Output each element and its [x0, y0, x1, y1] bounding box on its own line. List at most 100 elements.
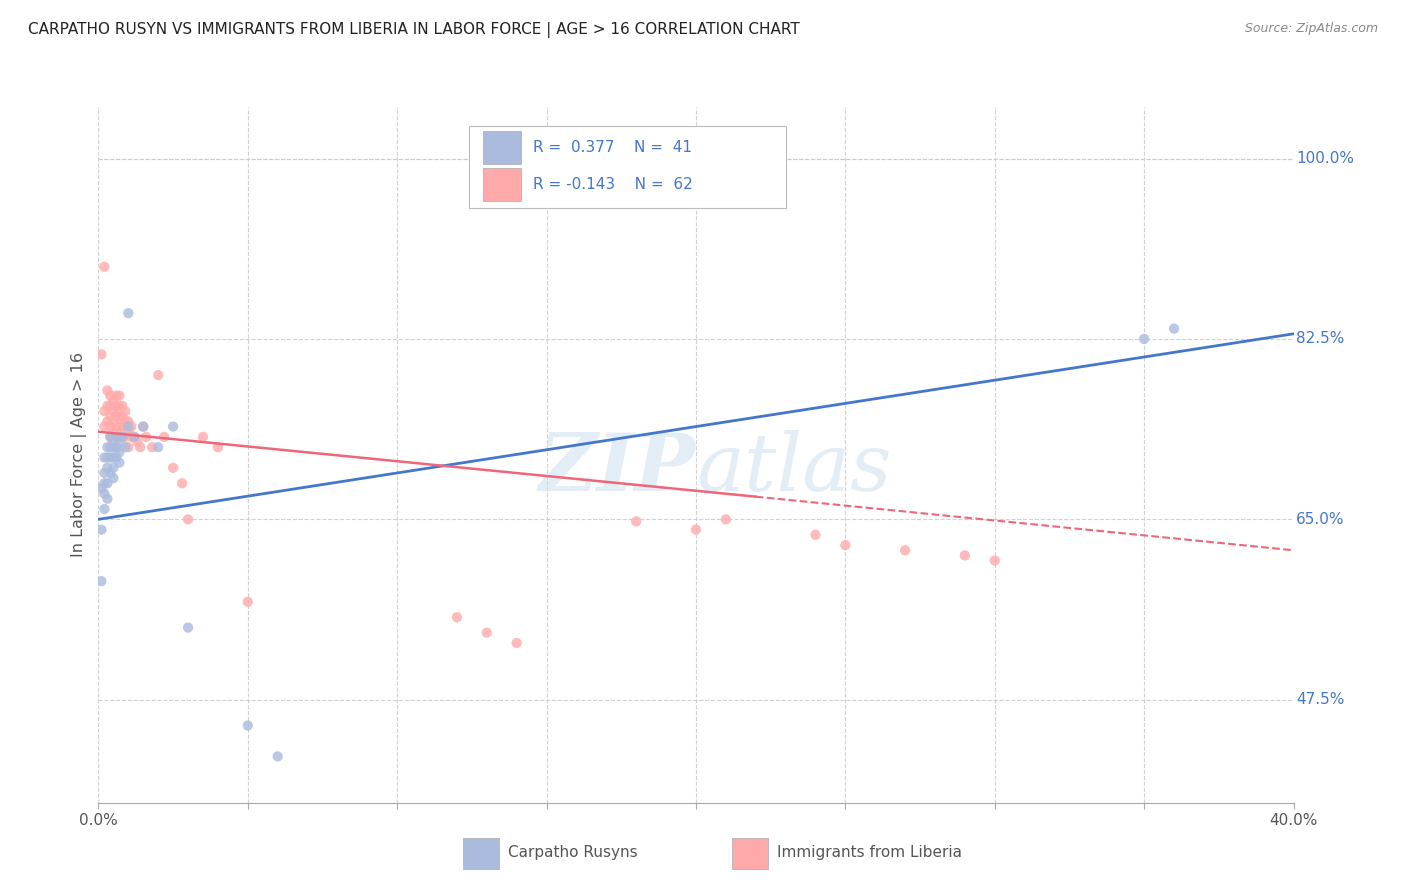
FancyBboxPatch shape	[733, 838, 768, 869]
Point	[114, 430, 136, 444]
FancyBboxPatch shape	[463, 838, 499, 869]
Point	[111, 399, 134, 413]
Text: 82.5%: 82.5%	[1296, 332, 1344, 346]
Point	[90, 482, 112, 496]
Point	[98, 450, 122, 465]
Point	[108, 430, 131, 444]
Point	[834, 538, 856, 552]
Point	[105, 389, 128, 403]
Point	[105, 399, 128, 413]
Point	[148, 440, 170, 454]
Point	[124, 430, 146, 444]
Text: R = -0.143    N =  62: R = -0.143 N = 62	[533, 177, 693, 192]
Point	[105, 409, 128, 424]
Point	[103, 414, 125, 428]
Point	[117, 425, 139, 439]
Point	[96, 491, 118, 506]
Point	[98, 399, 122, 413]
Point	[90, 523, 112, 537]
Point	[103, 404, 125, 418]
Point	[1163, 321, 1185, 335]
Point	[93, 486, 115, 500]
Point	[111, 419, 134, 434]
Point	[148, 368, 170, 382]
Text: Carpatho Rusyns: Carpatho Rusyns	[509, 846, 638, 861]
Point	[108, 389, 131, 403]
Y-axis label: In Labor Force | Age > 16: In Labor Force | Age > 16	[72, 352, 87, 558]
Point	[135, 430, 157, 444]
Point	[93, 466, 115, 480]
Point	[108, 419, 131, 434]
Point	[177, 621, 200, 635]
Point	[953, 549, 976, 563]
Point	[111, 430, 134, 444]
Point	[93, 476, 115, 491]
Point	[96, 414, 118, 428]
Point	[207, 440, 229, 454]
Point	[98, 440, 122, 454]
Point	[90, 574, 112, 589]
Point	[93, 419, 115, 434]
Point	[191, 430, 214, 444]
Point	[162, 419, 184, 434]
Text: atlas: atlas	[696, 430, 891, 508]
Point	[96, 384, 118, 398]
Point	[90, 347, 112, 361]
Text: ZIP: ZIP	[538, 430, 696, 508]
Point	[98, 389, 122, 403]
Point	[177, 512, 200, 526]
Point	[96, 460, 118, 475]
Point	[103, 435, 125, 450]
FancyBboxPatch shape	[484, 131, 522, 164]
Point	[804, 528, 827, 542]
Point	[93, 450, 115, 465]
Point	[114, 414, 136, 428]
Point	[475, 625, 498, 640]
Point	[108, 409, 131, 424]
Point	[983, 553, 1005, 567]
Point	[117, 419, 139, 434]
Point	[141, 440, 163, 454]
Point	[105, 440, 128, 454]
Point	[117, 440, 139, 454]
Point	[117, 306, 139, 320]
Point	[103, 440, 125, 454]
Point	[108, 399, 131, 413]
Point	[96, 476, 118, 491]
Point	[111, 430, 134, 444]
Point	[236, 718, 259, 732]
Point	[172, 476, 194, 491]
Point	[1133, 332, 1156, 346]
Text: 47.5%: 47.5%	[1296, 692, 1344, 707]
Point	[111, 409, 134, 424]
Point	[685, 523, 707, 537]
Point	[93, 260, 115, 274]
FancyBboxPatch shape	[470, 126, 786, 208]
Text: 65.0%: 65.0%	[1296, 512, 1344, 527]
Point	[93, 502, 115, 516]
Point	[114, 440, 136, 454]
Point	[93, 404, 115, 418]
Point	[105, 419, 128, 434]
Point	[506, 636, 529, 650]
Point	[103, 460, 125, 475]
Point	[162, 460, 184, 475]
Point	[117, 414, 139, 428]
Point	[105, 450, 128, 465]
Point	[103, 425, 125, 439]
Text: CARPATHO RUSYN VS IMMIGRANTS FROM LIBERIA IN LABOR FORCE | AGE > 16 CORRELATION : CARPATHO RUSYN VS IMMIGRANTS FROM LIBERI…	[28, 22, 800, 38]
Text: R =  0.377    N =  41: R = 0.377 N = 41	[533, 140, 692, 155]
Point	[96, 450, 118, 465]
Point	[132, 419, 155, 434]
Point	[714, 512, 737, 526]
Text: Source: ZipAtlas.com: Source: ZipAtlas.com	[1244, 22, 1378, 36]
Text: Immigrants from Liberia: Immigrants from Liberia	[778, 846, 962, 861]
FancyBboxPatch shape	[484, 168, 522, 201]
Point	[96, 399, 118, 413]
Point	[103, 471, 125, 485]
Point	[105, 430, 128, 444]
Point	[98, 409, 122, 424]
Point	[124, 430, 146, 444]
Point	[114, 404, 136, 418]
Text: 100.0%: 100.0%	[1296, 151, 1354, 166]
